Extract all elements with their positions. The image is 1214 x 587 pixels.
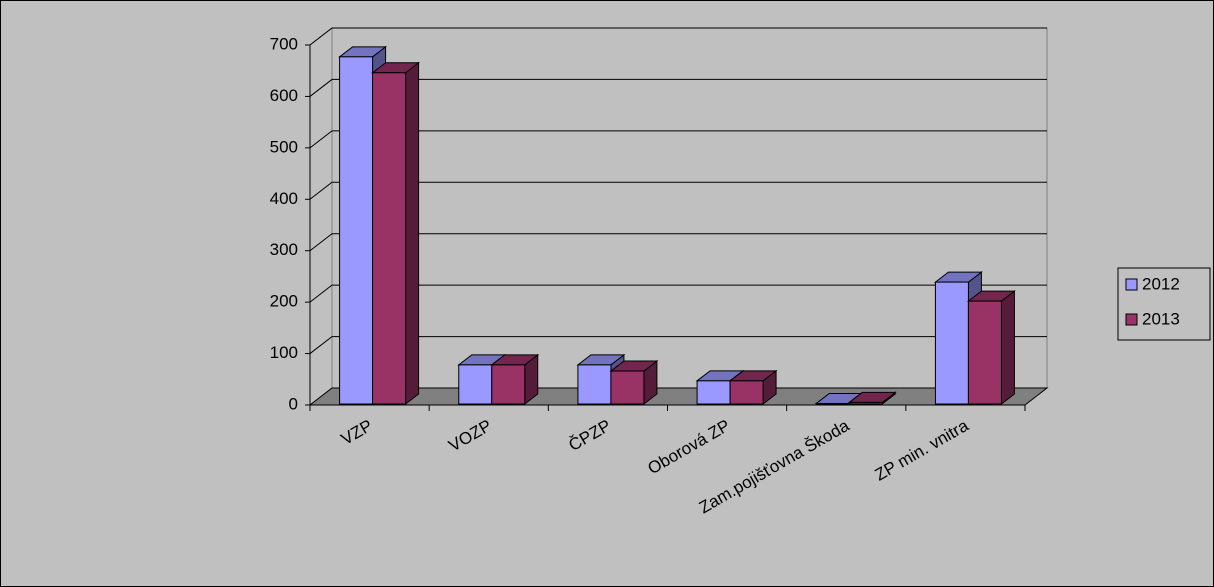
bar: [815, 402, 850, 405]
bar-3d: [490, 353, 540, 406]
bar-side: [405, 61, 420, 406]
y-tick-label: 100: [270, 343, 298, 362]
grid-line: [309, 130, 1047, 149]
bar: [848, 401, 883, 405]
left-wall: [309, 26, 333, 407]
bar-3d: [609, 360, 659, 406]
legend-label: 2013: [1142, 309, 1180, 328]
y-tick-label: 700: [270, 34, 298, 53]
y-tick-label: 200: [270, 292, 298, 311]
bar: [491, 364, 526, 405]
y-tick-label: 600: [270, 86, 298, 105]
legend-label: 2012: [1142, 274, 1180, 293]
bar-3d: [966, 290, 1016, 406]
bar: [934, 281, 969, 405]
bar: [339, 56, 374, 405]
y-tick-label: 0: [289, 394, 298, 413]
bar: [372, 72, 407, 405]
legend-swatch: [1125, 313, 1138, 326]
bar: [696, 380, 731, 405]
bar-3d: [371, 61, 421, 406]
bar-3d: [728, 369, 778, 406]
grid-line: [309, 181, 1047, 200]
legend-swatch: [1125, 278, 1138, 291]
bar: [729, 380, 764, 405]
bar: [967, 300, 1002, 405]
grid-line: [309, 78, 1047, 97]
grid-line: [309, 284, 1047, 303]
y-tick-label: 300: [270, 240, 298, 259]
bar-side: [1000, 290, 1015, 406]
grid-line: [309, 336, 1047, 354]
y-tick-label: 500: [270, 137, 298, 156]
bar: [610, 370, 645, 405]
bar: [577, 364, 612, 405]
bar: [458, 364, 493, 405]
grid-line: [309, 233, 1047, 252]
grid-line: [309, 27, 1047, 46]
y-tick-label: 400: [270, 189, 298, 208]
bar-3d: [847, 391, 897, 406]
